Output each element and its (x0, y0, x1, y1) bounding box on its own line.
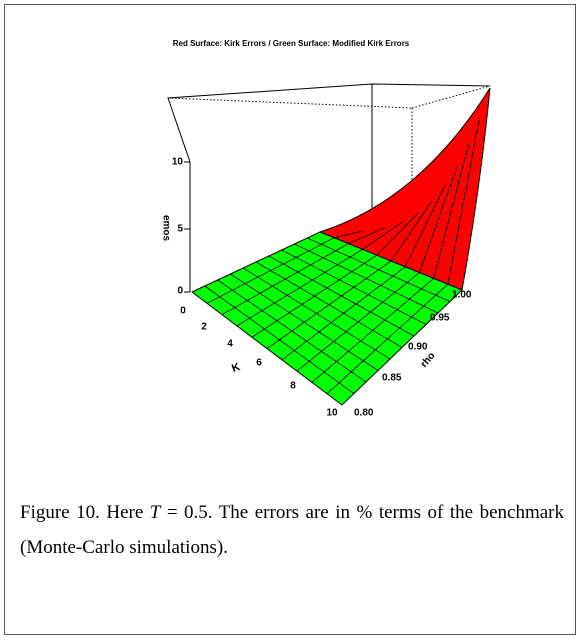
z-tick: 5 (177, 224, 183, 235)
grid-line (362, 221, 403, 250)
red-grid (334, 117, 480, 285)
y-label: rho (419, 350, 438, 369)
surface-plot: Red Surface: Kirk Errors / Green Surface… (160, 39, 491, 419)
grid-line (433, 143, 470, 279)
plot-title: Red Surface: Kirk Errors / Green Surface… (173, 39, 410, 48)
x-tick: 0 (180, 306, 186, 317)
grid-line (281, 249, 427, 325)
y-tick: 0.80 (354, 408, 374, 419)
figure-frame (4, 4, 576, 635)
caption-lead: Figure 10. Here (20, 502, 150, 523)
grid-line (334, 230, 363, 239)
grid-line (255, 261, 403, 348)
grid-line (390, 200, 433, 262)
grid-line (296, 272, 420, 372)
x-tick: 8 (290, 381, 296, 392)
caption: Figure 10. Here T = 0.5. The errors are … (20, 495, 564, 565)
z-label: emos (160, 215, 171, 242)
grid-line (268, 255, 415, 337)
grid-line (326, 283, 449, 394)
red-surface (318, 87, 491, 291)
x-label: K (230, 361, 242, 375)
caption-symbol: T (149, 502, 161, 523)
z-tick: 10 (172, 157, 184, 168)
grid-line (281, 266, 406, 361)
grid-line (376, 212, 419, 256)
grid-line (294, 243, 439, 314)
grid-line (311, 278, 434, 383)
x-tick: 6 (256, 358, 262, 369)
z-tick: 0 (177, 286, 183, 297)
grid-line (419, 166, 458, 273)
y-tick: 0.90 (408, 342, 428, 353)
x-tick: 4 (227, 339, 233, 350)
grid-line (447, 117, 480, 285)
y-tick: 0.95 (430, 313, 450, 324)
y-tick: 1.00 (452, 290, 472, 301)
y-tick: 0.85 (382, 373, 402, 384)
grid-line (348, 227, 385, 244)
green-grid (204, 237, 451, 394)
x-tick: 2 (201, 322, 207, 333)
grid-line (307, 237, 451, 302)
caption-text: = 0.5. The errors are in % terms of the … (20, 502, 564, 558)
grid-line (404, 185, 446, 267)
x-tick: 10 (326, 408, 338, 419)
